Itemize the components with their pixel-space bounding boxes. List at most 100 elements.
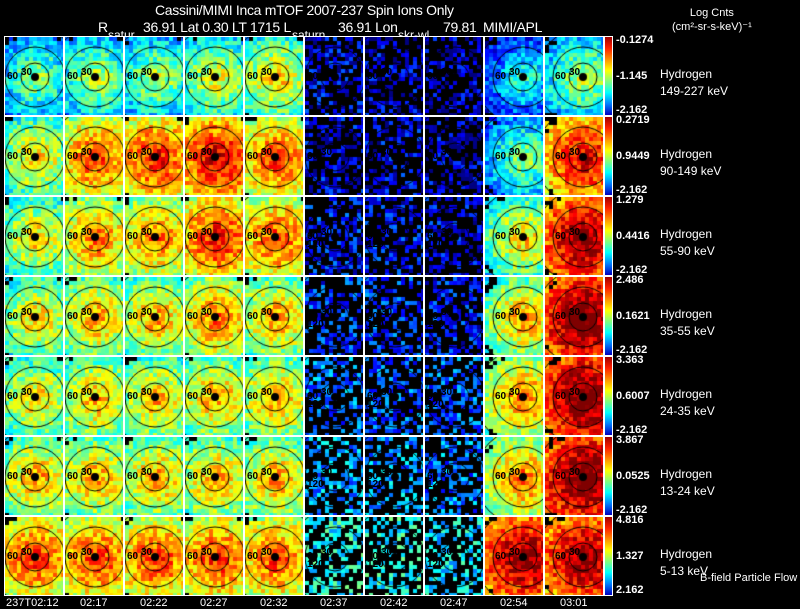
- heatmap-cell: 60 30: [124, 276, 184, 356]
- ring-label: 30: [381, 307, 393, 318]
- ring-label: 30: [441, 467, 453, 478]
- units-label: Log Cnts (cm²-sr-s-keV)⁻¹: [672, 6, 752, 34]
- ring-label: 60: [307, 551, 319, 562]
- ring-label: 30: [21, 67, 33, 78]
- ring-label: 30: [261, 307, 273, 318]
- ring-label: 60: [495, 151, 507, 162]
- ring-label: 60: [7, 231, 19, 242]
- heatmap-cell: 60 30: [4, 276, 64, 356]
- ring-label: 60: [67, 471, 79, 482]
- ring-label: 60: [555, 231, 567, 242]
- row-label: Hydrogen 55-90 keV: [660, 226, 715, 260]
- colorbar-max-value: 3.363: [616, 354, 644, 366]
- colorbar: [604, 276, 613, 356]
- ring-label: 60: [7, 551, 19, 562]
- ring-label: 60: [67, 391, 79, 402]
- ring-label: 30: [569, 387, 581, 398]
- colorbar: [604, 116, 613, 196]
- ring-label: 30: [81, 387, 93, 398]
- time-tick-label: 02:47: [440, 597, 468, 609]
- colorbar-max-value: 1.279: [616, 194, 644, 206]
- ring-label: 30: [141, 547, 153, 558]
- heatmap-cell-image: [185, 277, 243, 355]
- heatmap-cell-image: [125, 277, 183, 355]
- ring-label: 30: [321, 307, 333, 318]
- ring-label: 30: [81, 67, 93, 78]
- ring-label: 60: [367, 471, 379, 482]
- heatmap-cell-image: [125, 357, 183, 435]
- heatmap-cell-image: [485, 357, 543, 435]
- ring-label: 30: [261, 227, 273, 238]
- ring-label: 30: [261, 387, 273, 398]
- heatmap-cell-image: [305, 517, 363, 595]
- ring-label: 30: [569, 467, 581, 478]
- ring-label: 30: [441, 67, 453, 78]
- heatmap-cell-image: [545, 197, 603, 275]
- ring-label: 30: [569, 147, 581, 158]
- colorbar-mid-value: 0.1621: [616, 310, 650, 322]
- units-line-1: Log Cnts: [689, 7, 734, 19]
- heatmap-cell-image: [365, 357, 423, 435]
- species-label: Hydrogen: [660, 467, 713, 481]
- ring-label: 60: [187, 391, 199, 402]
- heatmap-cell-image: [185, 357, 243, 435]
- heatmap-cell-image: [425, 437, 483, 515]
- ring-label: 30: [321, 227, 333, 238]
- heatmap-cell-image: [5, 517, 63, 595]
- heatmap-cell-image: [125, 517, 183, 595]
- ring-label: 60: [247, 71, 259, 82]
- ring-label: 30: [261, 67, 273, 78]
- row-label: Hydrogen 13-24 keV: [660, 466, 715, 500]
- ring-label: 30: [569, 67, 581, 78]
- ring-label: 120: [427, 479, 444, 490]
- ring-label: 120: [367, 319, 384, 330]
- energy-range-label: 24-35 keV: [660, 404, 715, 418]
- species-label: Hydrogen: [660, 147, 713, 161]
- ring-label: 30: [261, 467, 273, 478]
- heatmap-cell: 60 30: [484, 196, 544, 276]
- heatmap-cell: 60 30: [64, 516, 124, 596]
- heatmap-cell-image: [425, 197, 483, 275]
- time-tick-label: 02:22: [140, 597, 168, 609]
- ring-label: 30: [441, 547, 453, 558]
- ring-label: 60: [7, 311, 19, 322]
- heatmap-cell: 60 30: [304, 36, 364, 116]
- heatmap-cell-image: [5, 37, 63, 115]
- heatmap-cell-image: [245, 277, 303, 355]
- heatmap-cell: 60 30: [424, 36, 484, 116]
- time-tick-label: 02:42: [380, 597, 408, 609]
- heatmap-cell-image: [245, 117, 303, 195]
- ring-label: 60: [495, 551, 507, 562]
- ring-label: 60: [187, 471, 199, 482]
- heatmap-cell: 60 30: [544, 436, 604, 516]
- heatmap-cell: 60 30 120: [364, 276, 424, 356]
- ring-label: 30: [321, 547, 333, 558]
- ring-label: 60: [307, 71, 319, 82]
- heatmap-cell-image: [485, 437, 543, 515]
- ring-label: 30: [441, 227, 453, 238]
- ring-label: 30: [201, 307, 213, 318]
- ring-label: 60: [187, 231, 199, 242]
- species-label: Hydrogen: [660, 547, 713, 561]
- heatmap-cell: 60 30: [4, 196, 64, 276]
- heatmap-cell: 60 30: [64, 436, 124, 516]
- ring-label: 60: [495, 231, 507, 242]
- ring-label: 30: [141, 227, 153, 238]
- heatmap-cell-image: [125, 37, 183, 115]
- ring-label: 60: [187, 311, 199, 322]
- ring-label: 30: [381, 547, 393, 558]
- heatmap-cell: 60 30: [64, 116, 124, 196]
- heatmap-cell: 60 30 120: [424, 436, 484, 516]
- ring-label: 30: [201, 467, 213, 478]
- ring-label: 60: [367, 551, 379, 562]
- ring-label: 60: [247, 471, 259, 482]
- heatmap-cell: 60 30: [184, 196, 244, 276]
- heatmap-cell-image: [185, 197, 243, 275]
- colorbar-max-value: 4.816: [616, 514, 644, 526]
- ring-label: 120: [367, 479, 384, 490]
- heatmap-cell-image: [425, 517, 483, 595]
- energy-range-label: 13-24 keV: [660, 484, 715, 498]
- energy-range-label: 149-227 keV: [660, 84, 729, 98]
- heatmap-cell: 60 30: [124, 516, 184, 596]
- l-lon-info: 36.91 Lon: [338, 19, 398, 35]
